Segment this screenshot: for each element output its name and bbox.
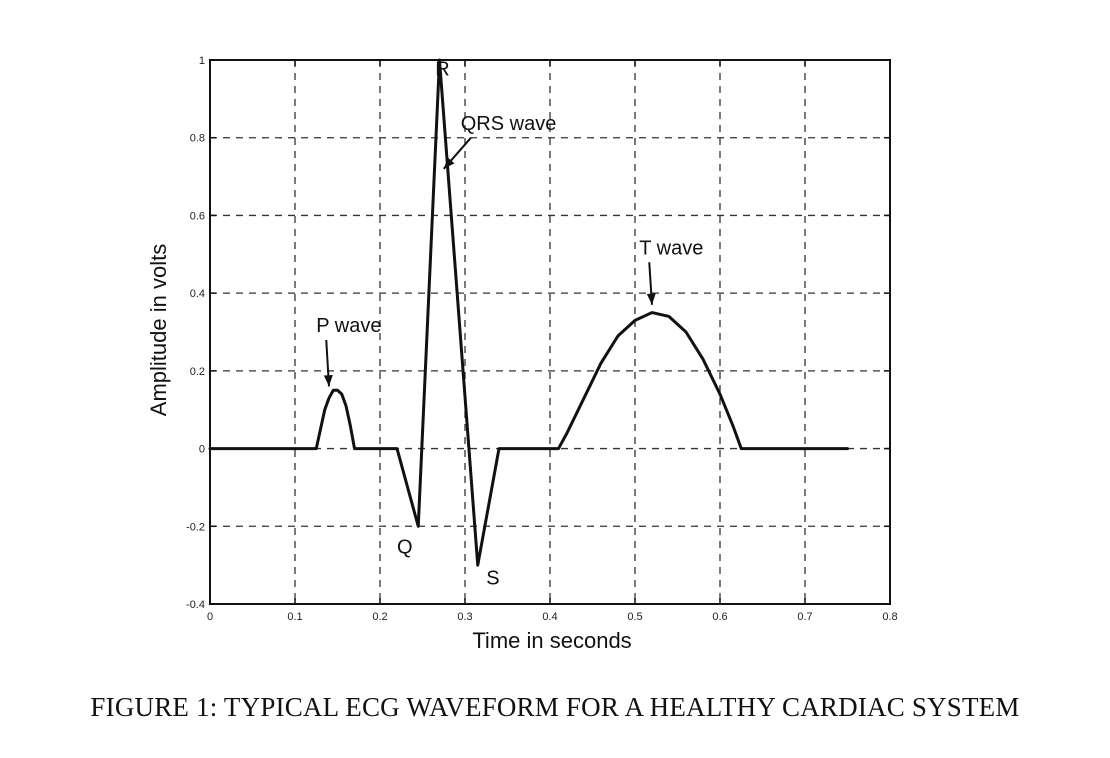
x-tick-label: 0.6 xyxy=(712,611,727,623)
annotation-t-wave: T wave xyxy=(639,237,703,259)
y-tick-label: 0.2 xyxy=(190,366,205,378)
annotation-arrowhead-qrs-wave xyxy=(443,157,455,169)
annotation-arrowhead-p-wave xyxy=(323,375,333,387)
y-tick-label: 0 xyxy=(199,444,205,456)
x-tick-label: 0.3 xyxy=(457,611,472,623)
annotation-q: Q xyxy=(397,536,413,558)
y-tick-label: 0.4 xyxy=(190,288,205,300)
annotation-arrowhead-t-wave xyxy=(646,293,656,305)
x-tick-label: 0.4 xyxy=(542,611,557,623)
x-tick-label: 0.8 xyxy=(882,611,897,623)
axis-ticks: 0 0.1 0.2 0.3 0.4 0.5 0.6 0.7 0.8 -0.4 -0.2 0 0.2 0.4… xyxy=(186,55,898,623)
x-tick-label: 0.2 xyxy=(372,611,387,623)
annotations: R QRS wave T wave P wave Q S xyxy=(316,59,703,590)
x-tick-label: 0.1 xyxy=(287,611,302,623)
figure-caption: FIGURE 1: TYPICAL ECG WAVEFORM FOR A HEA… xyxy=(90,692,1020,722)
x-tick-label: 0.7 xyxy=(797,611,812,623)
y-tick-label: 1 xyxy=(199,55,205,67)
x-axis-label: Time in seconds xyxy=(472,628,631,653)
plot-area xyxy=(210,60,890,604)
y-tick-label: -0.2 xyxy=(186,521,205,533)
plot-frame xyxy=(209,59,891,605)
annotation-p-wave: P wave xyxy=(316,315,381,337)
y-tick-label: -0.4 xyxy=(186,599,205,611)
x-tick-label: 0 xyxy=(207,611,213,623)
y-axis-label: Amplitude in volts xyxy=(146,244,171,416)
y-tick-label: 0.6 xyxy=(190,210,205,222)
x-tick-label: 0.5 xyxy=(627,611,642,623)
annotation-s: S xyxy=(486,568,499,590)
ecg-series-line xyxy=(208,58,849,567)
y-tick-label: 0.8 xyxy=(190,133,205,145)
annotation-qrs-wave: QRS wave xyxy=(461,113,557,135)
annotation-r: R xyxy=(435,59,449,81)
ecg-chart: 0 0.1 0.2 0.3 0.4 0.5 0.6 0.7 0.8 -0.4 -0.2 0 0.2 0.4… xyxy=(146,55,898,653)
